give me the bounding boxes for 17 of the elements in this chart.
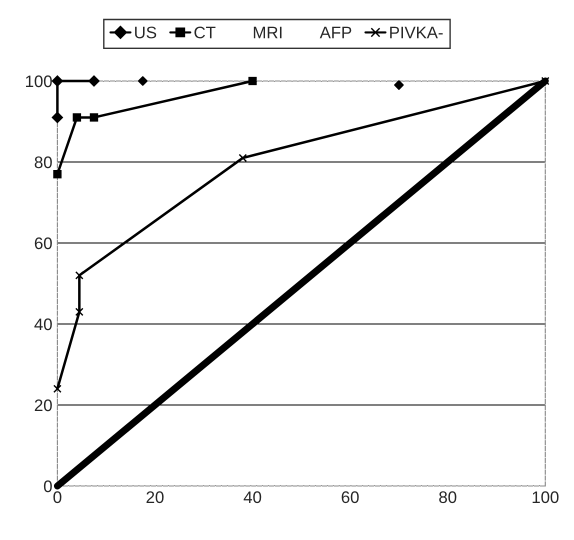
- y-tick-label: 60: [34, 237, 52, 250]
- x-tick-label: 40: [244, 491, 262, 504]
- x-tick-label: 100: [532, 491, 559, 504]
- legend-label: PIVKA-: [390, 26, 443, 38]
- x-tick-label: 60: [342, 491, 359, 504]
- y-tick-label: 100: [26, 75, 52, 88]
- y-tick-label: 0: [44, 480, 52, 492]
- y-tick-label: 20: [34, 399, 52, 412]
- x-tick-label: 80: [439, 491, 456, 504]
- y-tick-label: 80: [34, 156, 52, 168]
- x-tick-label: 20: [146, 491, 164, 504]
- legend-label: US: [135, 26, 156, 38]
- x-tick-label: 0: [53, 491, 62, 504]
- legend-label: CT: [194, 26, 216, 38]
- y-tick-label: 40: [34, 318, 52, 330]
- text: MRI: [254, 26, 282, 38]
- legend-label: AFP: [320, 26, 352, 38]
